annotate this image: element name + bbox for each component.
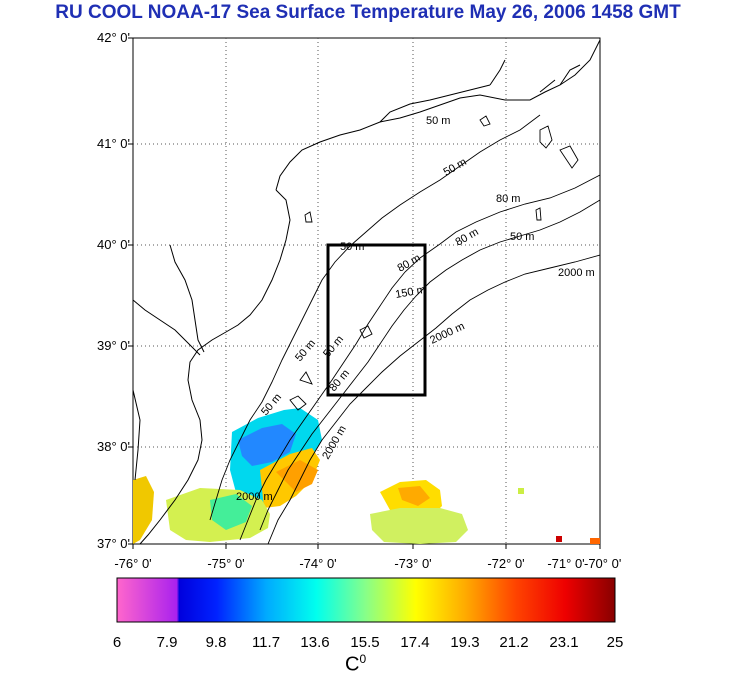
lon-label: -71° 0' [547, 556, 585, 571]
bathymetry-contours [209, 114, 600, 544]
colorbar [116, 577, 616, 623]
colorbar-tick-label: 21.2 [499, 634, 529, 651]
colorbar-tick-label: 25 [606, 634, 624, 651]
coastline [133, 39, 600, 544]
map-frame [132, 37, 601, 545]
lat-label: 40° 0' [97, 237, 130, 252]
colorbar-tick-label: 9.8 [205, 634, 227, 651]
sst-data-patches [133, 408, 600, 544]
lat-label: 38° 0' [97, 439, 130, 454]
unit-text: C [345, 653, 360, 676]
lon-label: -72° 0' [487, 556, 525, 571]
lon-label: -74° 0' [299, 556, 337, 571]
map-title: RU COOL NOAA-17 Sea Surface Temperature … [55, 2, 681, 23]
colorbar-tick-label: 13.6 [300, 634, 330, 651]
lon-label: -75° 0' [207, 556, 245, 571]
contour-label: 50 m [426, 115, 450, 127]
unit-superscript: 0 [359, 652, 367, 666]
colorbar-tick-label: 11.7 [251, 634, 281, 651]
lon-label: -76° 0' [114, 556, 152, 571]
lat-label: 42° 0' [97, 30, 130, 45]
colorbar-tick-label: 6 [112, 634, 122, 651]
contour-label: 2000 m [236, 491, 273, 503]
axis-ticks [128, 37, 601, 549]
contour-label: 2000 m [558, 267, 595, 279]
colorbar-unit: C0 [345, 652, 366, 677]
colorbar-tick-label: 7.9 [156, 634, 178, 651]
contour-label: 50 m [340, 241, 364, 253]
colorbar-tick-label: 23.1 [549, 634, 579, 651]
lat-label: 41° 0' [97, 136, 130, 151]
colorbar-tick-label: 19.3 [450, 634, 480, 651]
contour-label: 50 m [510, 231, 534, 243]
colorbar-tick-label: 15.5 [350, 634, 380, 651]
contour-label: 150 m [394, 284, 426, 301]
grid-lines [133, 38, 600, 544]
lon-label: -73° 0' [394, 556, 432, 571]
lat-label: 39° 0' [97, 338, 130, 353]
colorbar-tick-label: 17.4 [400, 634, 430, 651]
lon-label: -70° 0' [584, 556, 622, 571]
study-area-box [326, 243, 427, 397]
contour-label: 80 m [496, 193, 520, 205]
lat-label: 37° 0' [97, 536, 130, 551]
